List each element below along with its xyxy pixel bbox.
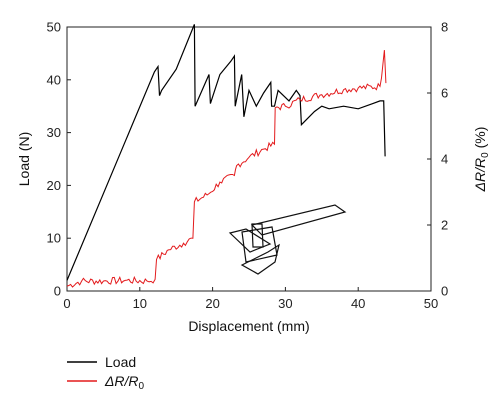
x-axis-title: Displacement (mm) xyxy=(188,318,309,334)
series-line-delta-r xyxy=(66,50,387,288)
y-left-tick-label: 40 xyxy=(47,72,61,87)
y-axis-right-title: ΔR/R0 (%) xyxy=(472,127,491,193)
inset-slot xyxy=(251,223,264,248)
y-left-tick-label: 20 xyxy=(47,178,61,193)
y-left-tick-label: 0 xyxy=(54,284,61,299)
x-tick-label: 40 xyxy=(351,296,365,311)
inset-schematic xyxy=(228,204,347,275)
y-axis-right-title-main: ΔR/R xyxy=(472,158,488,193)
y-axis-right-title-unit: (%) xyxy=(472,127,488,153)
series-line-load xyxy=(66,24,386,281)
y-right-tick-label: 8 xyxy=(441,20,448,35)
inset-tail xyxy=(240,243,280,275)
y-left-tick-label: 30 xyxy=(47,125,61,140)
y-axis-left-title: Load (N) xyxy=(16,132,32,186)
y-axis-right-title-subscript: 0 xyxy=(480,152,491,158)
x-tick-label: 20 xyxy=(205,296,219,311)
y-axis-left: 0 10 20 30 40 50 xyxy=(47,20,71,299)
x-tick-label: 30 xyxy=(278,296,292,311)
legend-label-delta-r-subscript: 0 xyxy=(139,381,145,392)
legend: Load ΔR/R0 xyxy=(67,354,145,392)
inset-support-block xyxy=(228,228,272,253)
y-right-tick-label: 2 xyxy=(441,218,448,233)
inset-upper-arm xyxy=(250,204,347,236)
y-left-tick-label: 50 xyxy=(47,20,61,35)
y-left-tick-label: 10 xyxy=(47,231,61,246)
y-right-tick-label: 0 xyxy=(441,284,448,299)
x-axis: 0 10 20 30 40 50 xyxy=(63,287,438,311)
plot-area xyxy=(66,24,432,292)
y-axis-right: 0 2 4 6 8 xyxy=(427,20,448,299)
legend-label-delta-r: ΔR/R0 xyxy=(104,373,145,392)
x-tick-label: 10 xyxy=(133,296,147,311)
legend-label-delta-r-main: ΔR/R xyxy=(104,373,139,389)
legend-label-load: Load xyxy=(105,354,136,370)
x-tick-label: 50 xyxy=(424,296,438,311)
x-tick-label: 0 xyxy=(63,296,70,311)
y-right-tick-label: 4 xyxy=(441,152,448,167)
y-right-tick-label: 6 xyxy=(441,86,448,101)
